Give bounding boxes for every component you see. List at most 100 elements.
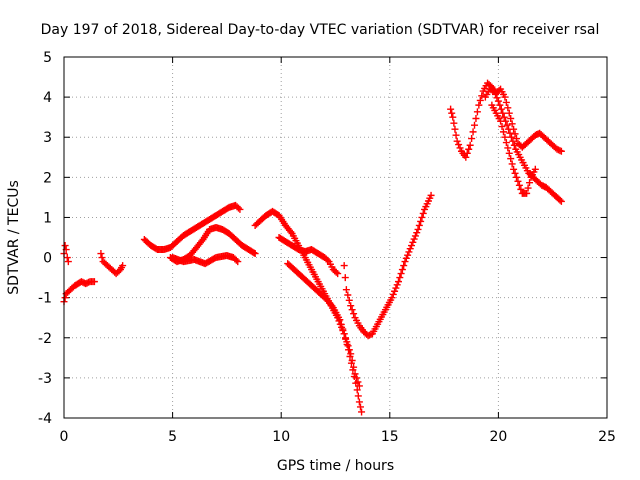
data-point	[508, 120, 516, 128]
data-point	[453, 137, 461, 145]
data-point	[502, 98, 510, 106]
data-point	[339, 325, 347, 333]
data-point	[490, 87, 498, 95]
data-point	[328, 302, 336, 310]
data-point	[450, 119, 458, 127]
y-tick-label: 5	[43, 50, 52, 66]
data-point	[405, 248, 413, 256]
data-point	[234, 204, 242, 212]
data-point	[451, 125, 459, 133]
data-point	[471, 121, 479, 129]
data-point	[404, 251, 412, 259]
data-point	[418, 213, 426, 221]
data-point	[513, 135, 520, 143]
data-point	[396, 274, 404, 282]
data-point	[524, 184, 532, 192]
data-point	[413, 229, 421, 237]
data-point	[427, 191, 435, 199]
data-point	[406, 245, 414, 253]
data-point	[334, 270, 342, 278]
data-point	[557, 147, 565, 155]
data-point	[414, 225, 422, 233]
plot-frame	[63, 56, 608, 419]
data-point	[397, 270, 405, 278]
data-point	[509, 137, 517, 145]
data-point	[355, 398, 363, 406]
data-point	[507, 115, 515, 123]
y-axis-title: SDTVAR / TECUs	[6, 180, 22, 295]
data-point	[472, 115, 480, 123]
data-point	[409, 238, 417, 246]
data-point	[401, 258, 409, 266]
data-point	[498, 123, 506, 131]
data-point	[232, 256, 240, 264]
data-point	[493, 94, 501, 102]
x-tick-label: 25	[598, 429, 616, 445]
data-point	[341, 274, 349, 282]
y-tick-label: 2	[43, 170, 52, 186]
data-point	[61, 242, 69, 250]
data-point	[398, 266, 406, 274]
data-point	[505, 149, 513, 157]
data-point	[388, 294, 396, 302]
x-tick-label: 0	[60, 429, 69, 445]
data-point	[463, 149, 471, 157]
data-point	[98, 254, 106, 262]
data-point	[353, 386, 361, 394]
data-point	[411, 232, 419, 240]
data-point	[501, 93, 509, 101]
data-point	[500, 113, 508, 121]
data-point	[393, 281, 401, 289]
data-point	[473, 108, 481, 116]
data-point	[346, 352, 354, 360]
data-point	[198, 237, 206, 245]
data-point	[344, 291, 352, 299]
data-point	[350, 373, 358, 381]
data-point	[342, 335, 350, 343]
data-point	[496, 101, 504, 109]
data-point	[332, 268, 340, 276]
data-point	[415, 221, 423, 229]
data-point	[350, 310, 358, 318]
y-tick-label: -1	[38, 291, 52, 307]
data-point	[462, 153, 470, 161]
data-point	[63, 254, 71, 262]
data-point	[523, 189, 531, 197]
x-tick-label: 15	[381, 429, 399, 445]
chart-title: Day 197 of 2018, Sidereal Day-to-day VTE…	[41, 22, 600, 38]
data-point	[417, 217, 425, 225]
data-point	[349, 366, 357, 374]
data-point	[408, 242, 416, 250]
data-point	[466, 141, 474, 149]
x-tick-label: 20	[489, 429, 507, 445]
data-point	[389, 290, 397, 298]
data-point	[394, 278, 402, 286]
data-point	[449, 113, 457, 121]
data-point	[557, 197, 565, 205]
data-point	[531, 165, 539, 173]
data-point	[497, 105, 505, 113]
data-point	[400, 262, 408, 270]
data-point	[468, 135, 476, 143]
data-point	[448, 109, 456, 117]
data-point	[358, 408, 366, 416]
data-point	[507, 133, 515, 141]
data-point	[510, 141, 518, 149]
data-point	[469, 128, 477, 136]
data-point	[556, 196, 564, 204]
data-point	[513, 173, 520, 181]
data-point	[340, 262, 348, 270]
data-point	[505, 109, 513, 117]
data-point	[64, 258, 72, 266]
data-point	[336, 316, 344, 324]
data-point	[337, 320, 345, 328]
data-point	[402, 254, 410, 262]
data-point	[250, 249, 258, 257]
data-point	[392, 284, 400, 292]
data-point	[508, 160, 516, 168]
data-point	[505, 125, 513, 133]
data-point	[391, 287, 399, 295]
y-tick-label: 4	[43, 90, 52, 106]
data-point	[526, 179, 534, 187]
